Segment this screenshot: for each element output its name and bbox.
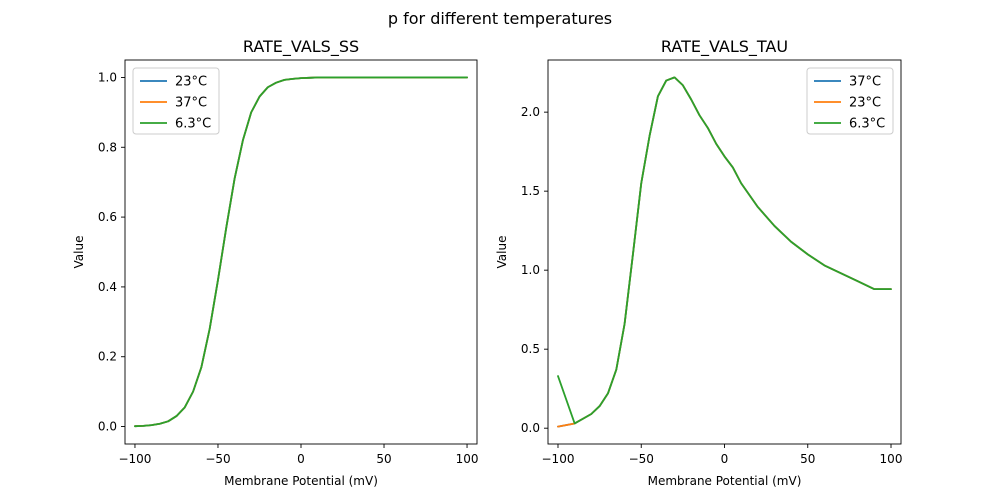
- series-group: [134, 76, 468, 428]
- x-tick-label: −100: [118, 452, 151, 466]
- legend-box: [806, 67, 894, 135]
- y-tick-label: 0.4: [98, 280, 117, 294]
- series-group: [557, 76, 892, 428]
- legend-label: 6.3°C: [849, 117, 885, 132]
- x-axis-label: Membrane Potential (mV): [648, 474, 802, 488]
- legend: 37°C 23°C 6.3°C: [806, 67, 894, 135]
- legend: 23°C 37°C 6.3°C: [132, 67, 220, 135]
- chart-title: RATE_VALS_TAU: [661, 37, 788, 57]
- y-tick-label: 0.6: [98, 210, 117, 224]
- x-tick-label: 0: [297, 452, 305, 466]
- y-tick-label: 2.0: [521, 105, 540, 119]
- x-tick-label: −50: [629, 452, 654, 466]
- legend-label: 6.3°C: [175, 117, 211, 132]
- legend-label: 23°C: [175, 75, 207, 90]
- y-tick-label: 0.0: [521, 421, 540, 435]
- y-tick-label: 0.0: [98, 420, 117, 434]
- x-tick-label: 50: [376, 452, 391, 466]
- series-line-6.3c: [134, 76, 468, 428]
- chart-title: RATE_VALS_SS: [243, 37, 359, 57]
- x-tick-label: 50: [800, 452, 815, 466]
- y-tick-label: 0.5: [521, 342, 540, 356]
- legend-box: [132, 67, 220, 135]
- series-line-6.3c: [557, 76, 892, 425]
- figure-suptitle: p for different temperatures: [388, 9, 612, 28]
- x-tick-label: −100: [542, 452, 575, 466]
- y-tick-label: 0.8: [98, 140, 117, 154]
- y-axis-label: Value: [72, 236, 86, 269]
- x-axis-label: Membrane Potential (mV): [224, 474, 378, 488]
- x-tick-label: 100: [880, 452, 903, 466]
- chart-panel-1: RATE_VALS_SS −100 −50 0 50 100 0.0 0.2 0.4 0.6 0.8…: [72, 37, 478, 488]
- y-tick-label: 0.2: [98, 350, 117, 364]
- x-tick-label: −50: [205, 452, 230, 466]
- legend-label: 23°C: [849, 96, 881, 111]
- x-tick-label: 100: [456, 452, 479, 466]
- x-tick-label: 0: [721, 452, 729, 466]
- y-axis-label: Value: [495, 236, 509, 269]
- y-tick-label: 1.5: [521, 184, 540, 198]
- y-tick-label: 1.0: [521, 263, 540, 277]
- legend-label: 37°C: [849, 75, 881, 90]
- y-tick-label: 1.0: [98, 70, 117, 84]
- chart-panel-2: RATE_VALS_TAU −100 −50 0 50 100 0.0 0.5 1.0 1.5 2.…: [495, 37, 902, 488]
- legend-label: 37°C: [175, 96, 207, 111]
